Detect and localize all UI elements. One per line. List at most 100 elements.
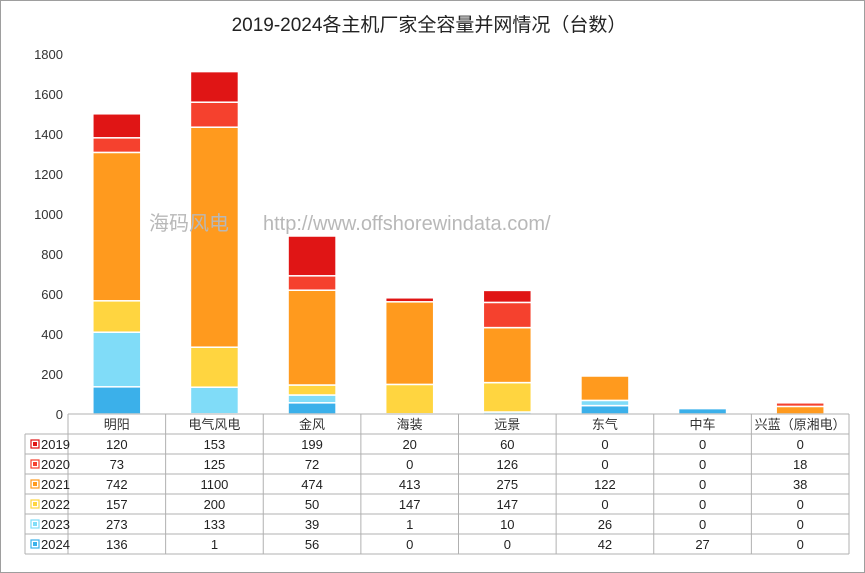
- table-cell: 742: [106, 477, 128, 492]
- chart-title: 2019-2024各主机厂家全容量并网情况（台数）: [232, 14, 627, 36]
- bar-segment: [580, 375, 630, 402]
- bar-segment: [287, 275, 337, 291]
- table-cell: 0: [406, 537, 413, 552]
- table-cell: 474: [301, 477, 323, 492]
- y-tick-label: 800: [41, 247, 63, 262]
- table-cell: 0: [699, 517, 706, 532]
- table-cell: 20: [402, 437, 416, 452]
- table-cell: 153: [204, 437, 226, 452]
- table-cell: 0: [797, 537, 804, 552]
- bar-segment: [92, 113, 142, 139]
- watermark-brand: 海码风电: [149, 212, 229, 235]
- table-cell: 38: [793, 477, 807, 492]
- legend-key-fill: [33, 522, 37, 526]
- legend-key-fill: [33, 502, 37, 506]
- bar-segment: [287, 402, 337, 415]
- table-cell: 0: [797, 517, 804, 532]
- legend-label: 2020: [41, 457, 70, 472]
- bar-segment: [287, 289, 337, 386]
- legend-key-fill: [33, 442, 37, 446]
- bar-segment: [677, 407, 728, 415]
- table-cell: 147: [496, 497, 518, 512]
- table-cell: 275: [496, 477, 518, 492]
- bar-segment: [189, 101, 240, 128]
- table-cell: 0: [797, 497, 804, 512]
- table-cell: 1: [406, 517, 413, 532]
- table-cell: 60: [500, 437, 514, 452]
- table-cell: 0: [601, 437, 608, 452]
- x-tick-label: 中车: [690, 417, 716, 432]
- y-tick-label: 0: [56, 407, 63, 422]
- table-cell: 39: [305, 517, 319, 532]
- table-cell: 1: [211, 537, 218, 552]
- table-cell: 0: [504, 537, 511, 552]
- legend-label: 2022: [41, 497, 70, 512]
- legend-label: 2023: [41, 517, 70, 532]
- table-cell: 0: [699, 497, 706, 512]
- table-cell: 0: [699, 437, 706, 452]
- bar-segment: [482, 289, 533, 304]
- bar-segment: [92, 137, 142, 154]
- legend-label: 2019: [41, 437, 70, 452]
- x-tick-label: 明阳: [104, 417, 130, 432]
- x-tick-label: 东气: [592, 417, 618, 432]
- table-cell: 50: [305, 497, 319, 512]
- bar-segment: [287, 384, 337, 396]
- bar-segment: [92, 331, 142, 388]
- bar-segment: [482, 301, 533, 329]
- table-cell: 73: [110, 457, 124, 472]
- table-cell: 413: [399, 477, 421, 492]
- x-tick-label: 远景: [494, 417, 520, 432]
- y-tick-label: 1000: [34, 207, 63, 222]
- y-tick-label: 1200: [34, 167, 63, 182]
- table-cell: 0: [699, 477, 706, 492]
- y-tick-label: 1800: [34, 47, 63, 62]
- table-cell: 0: [601, 457, 608, 472]
- table-cell: 27: [695, 537, 709, 552]
- x-tick-label: 电气风电: [188, 417, 240, 432]
- y-tick-label: 200: [41, 367, 63, 382]
- bar-segment: [384, 297, 435, 303]
- table-cell: 126: [496, 457, 518, 472]
- bar-segment: [580, 399, 630, 407]
- table-cell: 136: [106, 537, 128, 552]
- bar-segment: [92, 300, 142, 333]
- table-cell: 56: [305, 537, 319, 552]
- legend-key-fill: [33, 482, 37, 486]
- table-cell: 42: [598, 537, 612, 552]
- table-cell: 199: [301, 437, 323, 452]
- table-cell: 133: [204, 517, 226, 532]
- bar-segment: [189, 126, 240, 348]
- table-cell: 0: [797, 437, 804, 452]
- table-cell: 0: [601, 497, 608, 512]
- table-cell: 10: [500, 517, 514, 532]
- bar-segment: [189, 70, 240, 103]
- bar-segment: [384, 383, 435, 415]
- bar-segment: [92, 151, 142, 302]
- bars: [92, 70, 825, 416]
- table-cell: 122: [594, 477, 616, 492]
- data-table: 明阳 电气风电 金风 海装 远景 东气 中车 兴蓝（原湘电） 2019 120 153 199 20 60…: [24, 413, 850, 555]
- bar-segment: [384, 301, 435, 386]
- table-cell: 0: [406, 457, 413, 472]
- table-cell: 157: [106, 497, 128, 512]
- table-cell: 26: [598, 517, 612, 532]
- bar-segment: [482, 381, 533, 413]
- y-tick-label: 1600: [34, 87, 63, 102]
- table-cell: 125: [204, 457, 226, 472]
- bar-segment: [775, 405, 825, 415]
- y-tick-label: 1400: [34, 127, 63, 142]
- bar-segment: [189, 386, 240, 415]
- bar-segment: [482, 326, 533, 384]
- legend-key-fill: [33, 462, 37, 466]
- table-cell: 0: [699, 457, 706, 472]
- table-cell: 200: [204, 497, 226, 512]
- legend-label: 2024: [41, 537, 70, 552]
- x-tick-label: 海装: [397, 417, 423, 432]
- table-cell: 120: [106, 437, 128, 452]
- table-cell: 273: [106, 517, 128, 532]
- bar-segment: [775, 402, 825, 408]
- y-tick-label: 600: [41, 287, 63, 302]
